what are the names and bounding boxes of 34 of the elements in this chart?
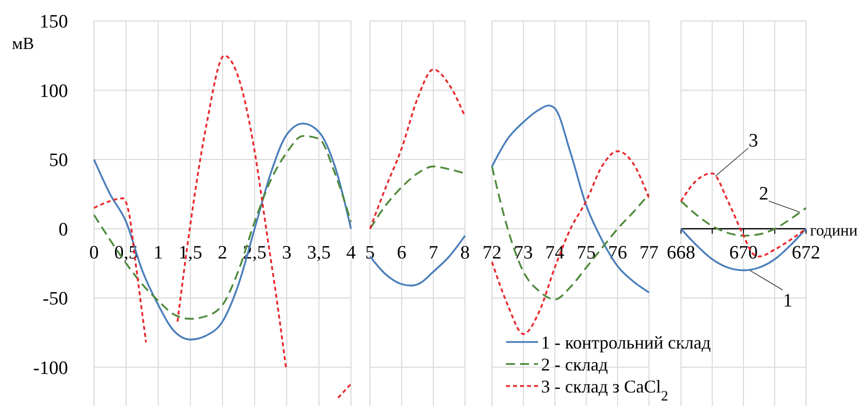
- y-tick-label: 0: [58, 219, 68, 240]
- x-tick-label: 73: [514, 242, 533, 264]
- x-tick-label: 8: [460, 242, 470, 264]
- y-tick-label: -50: [42, 288, 68, 310]
- x-tick-label: 4: [346, 242, 356, 264]
- x-axis-title: години: [810, 222, 858, 240]
- y-tick-label: -100: [33, 358, 68, 379]
- x-tick-label: 3,5: [307, 242, 331, 264]
- annotation: 2: [759, 184, 768, 205]
- annotation: 1: [783, 290, 792, 312]
- y-axis-title: мВ: [12, 34, 34, 53]
- x-tick-label: 0: [89, 242, 99, 264]
- x-tick-label: 72: [482, 242, 502, 264]
- legend-label: 1 - контрольний склад: [541, 332, 711, 352]
- x-tick-label: 672: [792, 242, 820, 264]
- legend-label: 3 - склад з CaCl$_{2}$: [541, 376, 668, 404]
- x-tick-label: 1,5: [178, 242, 202, 264]
- y-tick-label: 50: [49, 150, 68, 172]
- y-tick-label: 100: [40, 80, 68, 102]
- x-tick-label: 6: [396, 242, 406, 264]
- legend-label: 2 - склад: [541, 354, 608, 374]
- x-tick-label: 77: [640, 242, 658, 264]
- x-tick-label: 3: [282, 242, 292, 264]
- x-tick-label: 2: [218, 242, 228, 264]
- x-tick-label: 7: [428, 242, 438, 264]
- x-tick-label: 5: [365, 242, 375, 264]
- x-tick-label: 75: [576, 242, 596, 264]
- x-tick-label: 670: [729, 242, 758, 264]
- x-tick-label: 76: [608, 242, 628, 264]
- annotation: 3: [748, 130, 758, 152]
- x-tick-label: 1: [154, 242, 163, 264]
- x-tick-label: 668: [666, 242, 696, 264]
- y-tick-label: 150: [40, 12, 68, 33]
- x-tick-label: 74: [545, 242, 565, 264]
